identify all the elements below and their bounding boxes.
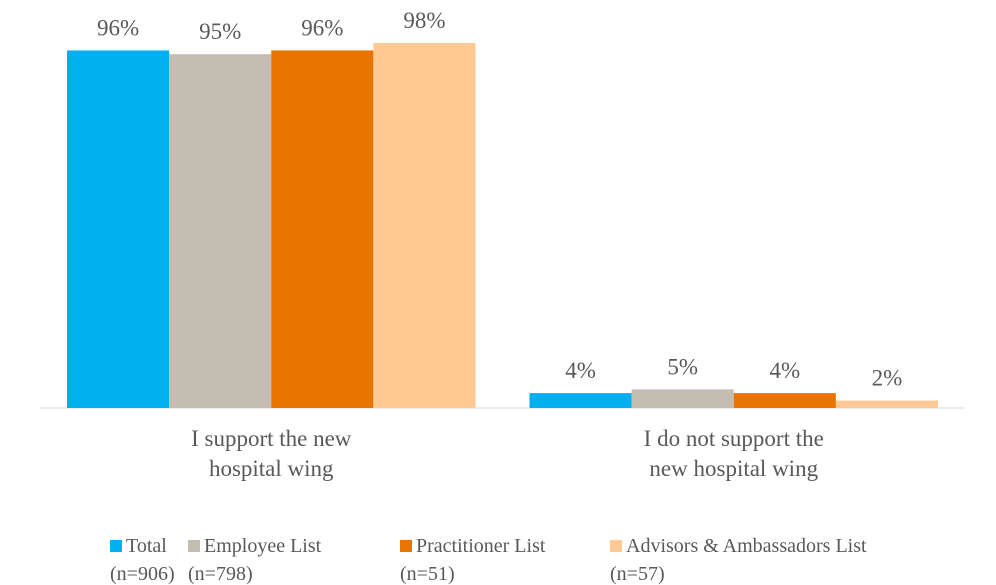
legend-swatch — [110, 540, 122, 552]
legend-item: Employee List (n=798) — [188, 532, 321, 585]
legend-item: Total (n=906) — [110, 532, 175, 585]
legend-label: Advisors & Ambassadors List (n=57) — [610, 535, 867, 585]
value-label: 95% — [199, 19, 241, 44]
legend-item: Practitioner List (n=51) — [400, 532, 545, 585]
value-label: 98% — [403, 8, 445, 33]
bar — [169, 54, 272, 409]
value-label: 96% — [97, 15, 139, 40]
category-label: I support the new hospital wing — [191, 426, 352, 481]
bar — [631, 389, 734, 408]
value-label: 5% — [667, 354, 698, 379]
bar — [271, 50, 374, 409]
legend-swatch — [188, 540, 200, 552]
legend-swatch — [400, 540, 412, 552]
legend-label: Employee List (n=798) — [188, 535, 322, 585]
bar — [835, 400, 938, 408]
bar — [529, 393, 632, 408]
bar — [733, 393, 836, 408]
bar — [67, 50, 170, 409]
value-label: 96% — [301, 15, 343, 40]
legend-label: Total (n=906) — [110, 535, 175, 585]
category-label: I do not support the new hospital wing — [643, 426, 824, 481]
legend-swatch — [610, 540, 622, 552]
legend-label: Practitioner List (n=51) — [400, 535, 546, 585]
value-label: 4% — [565, 358, 596, 383]
value-label: 4% — [769, 358, 800, 383]
legend-item: Advisors & Ambassadors List (n=57) — [610, 532, 867, 585]
bar — [373, 43, 476, 408]
value-label: 2% — [872, 366, 903, 391]
